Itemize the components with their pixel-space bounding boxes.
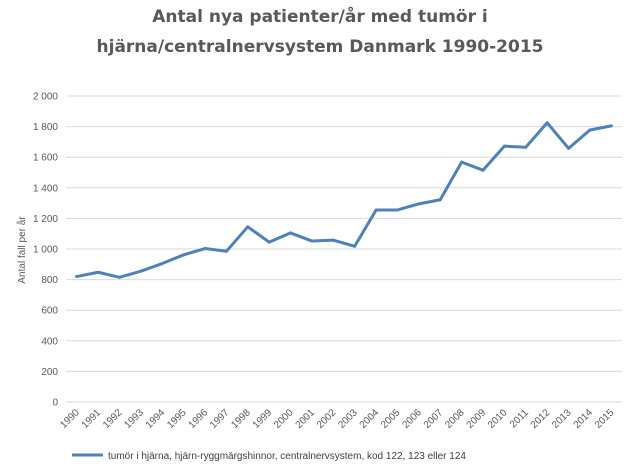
x-tick-label: 2009 <box>465 407 489 431</box>
x-tick-label: 2006 <box>400 407 424 431</box>
x-tick-label: 2013 <box>550 407 574 431</box>
gridlines <box>66 95 622 403</box>
data-point <box>246 225 250 229</box>
data-point <box>310 239 314 243</box>
x-tick-label: 1992 <box>101 407 125 431</box>
data-point <box>502 144 506 148</box>
x-tick-label: 2004 <box>358 407 382 431</box>
series-layer <box>75 121 613 279</box>
data-point <box>588 128 592 132</box>
data-point <box>395 208 399 212</box>
x-tick-label: 2012 <box>529 407 553 431</box>
x-tick-label: 1996 <box>187 407 211 431</box>
y-tick-label: 0 <box>52 398 58 409</box>
x-tick-label: 2015 <box>593 407 617 431</box>
data-point <box>331 238 335 242</box>
data-point <box>267 240 271 244</box>
data-point <box>353 244 357 248</box>
x-tick-label: 2000 <box>272 407 296 431</box>
x-tick-label: 1993 <box>122 407 146 431</box>
x-tick-label: 1998 <box>229 407 253 431</box>
chart-title: Antal nya patienter/år med tumör i hjärn… <box>97 5 544 57</box>
x-tick-label: 2005 <box>379 407 403 431</box>
data-point <box>481 168 485 172</box>
y-tick-label: 1 400 <box>33 183 58 194</box>
x-tick-label: 2011 <box>508 407 531 430</box>
data-point <box>417 202 421 206</box>
data-point <box>182 253 186 257</box>
data-point <box>203 247 207 251</box>
series-line <box>75 121 613 279</box>
x-tick-label: 2002 <box>315 407 339 431</box>
data-point <box>289 231 293 235</box>
y-tick-label: 800 <box>41 275 58 286</box>
y-tick-label: 2 000 <box>33 92 58 103</box>
x-tick-label: 2001 <box>294 407 318 431</box>
y-tick-label: 400 <box>41 336 58 347</box>
x-tick-label: 1997 <box>208 407 232 431</box>
x-tick-label: 1999 <box>251 407 275 431</box>
data-point <box>139 269 143 273</box>
x-tick-label: 1994 <box>144 407 168 431</box>
x-tick-label: 2014 <box>572 407 596 431</box>
y-tick-label: 1 000 <box>33 245 58 256</box>
data-point <box>438 198 442 202</box>
x-tick-label: 1995 <box>165 407 189 431</box>
y-tick-label: 600 <box>41 306 58 317</box>
x-tick-label: 2008 <box>443 407 467 431</box>
data-point <box>609 124 613 128</box>
legend-label: tumör i hjärna, hjärn-ryggmärgshinnor, c… <box>108 451 466 462</box>
data-point <box>224 249 228 253</box>
data-point <box>545 121 549 125</box>
data-point <box>160 262 164 266</box>
y-axis-tick-labels: 0 200 400 600 800 1 000 1 200 1 400 1 600 1 800 2 … <box>33 92 58 409</box>
data-point <box>567 146 571 150</box>
x-tick-label: 2007 <box>422 407 446 431</box>
x-tick-label: 2010 <box>486 407 510 431</box>
x-tick-label: 2003 <box>336 407 360 431</box>
data-point <box>374 208 378 212</box>
y-tick-label: 200 <box>41 367 58 378</box>
chart-title-line-2: hjärna/centralnervsystem Danmark 1990-20… <box>97 37 544 57</box>
legend: tumör i hjärna, hjärn-ryggmärgshinnor, c… <box>72 451 466 462</box>
y-tick-label: 1 200 <box>33 214 58 225</box>
data-point <box>75 275 79 279</box>
x-tick-label: 1990 <box>58 407 82 431</box>
data-point <box>460 160 464 164</box>
data-point <box>524 145 528 149</box>
data-point <box>96 270 100 274</box>
x-axis-tick-labels: 1990199119921993199419951996199719981999… <box>58 407 616 431</box>
y-axis-title: Antal fall per år <box>16 216 28 284</box>
data-point <box>117 275 121 279</box>
chart-title-line-1: Antal nya patienter/år med tumör i <box>152 5 488 27</box>
y-tick-label: 1 800 <box>33 122 58 133</box>
y-tick-label: 1 600 <box>33 153 58 164</box>
x-tick-label: 1991 <box>80 407 104 431</box>
